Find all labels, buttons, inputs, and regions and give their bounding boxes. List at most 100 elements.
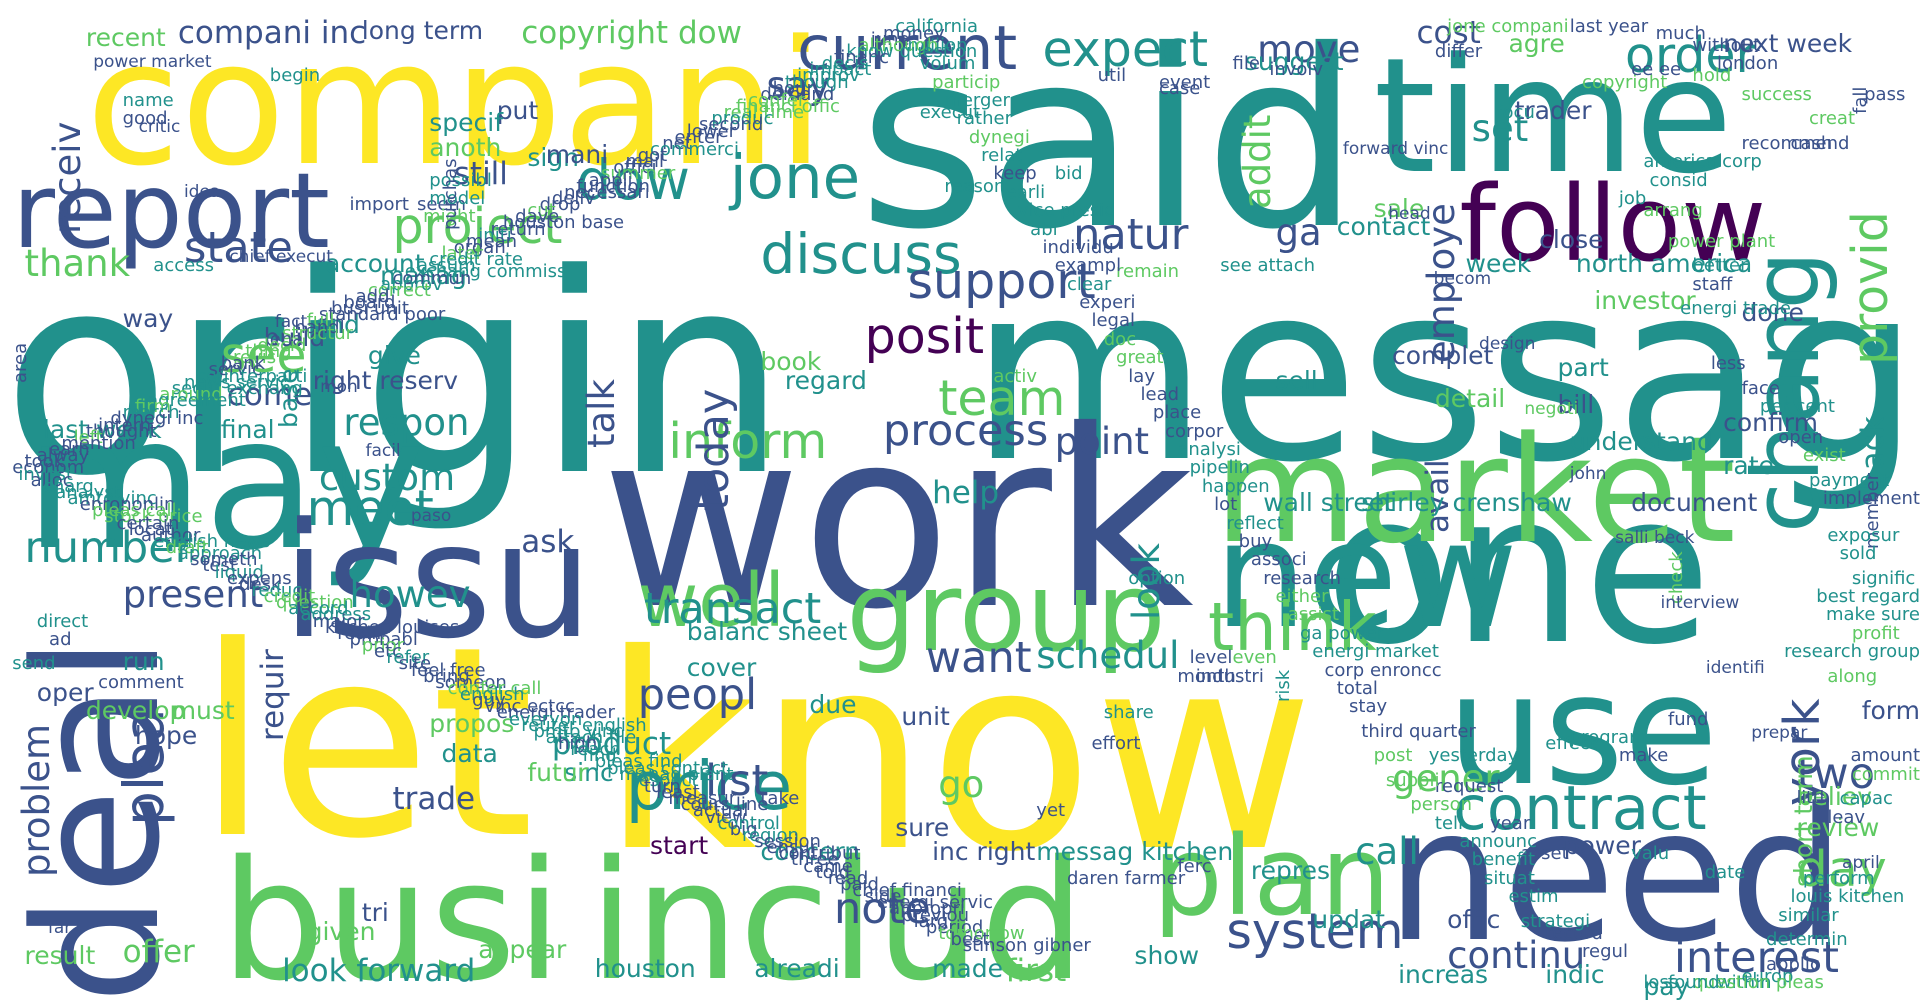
word-individu: individu xyxy=(1042,236,1114,258)
word-week: week xyxy=(1465,249,1532,279)
word-someth: someth xyxy=(190,549,258,571)
word-indic: indic xyxy=(1545,959,1605,989)
word-month: month xyxy=(1177,665,1236,687)
word-associ: associ xyxy=(1250,549,1307,571)
word-activ: activ xyxy=(993,365,1038,387)
word-pleas-contact: pleas contact xyxy=(607,757,729,779)
word-effect: effect xyxy=(1545,733,1597,755)
word-john: john xyxy=(1569,463,1607,484)
word-intern: intern xyxy=(98,414,152,436)
word-around: around xyxy=(159,383,223,405)
word-probabl: probabl xyxy=(349,628,418,650)
word-ensur: ensur xyxy=(766,837,818,859)
word-financ: financ xyxy=(833,47,890,68)
word-messag: messag xyxy=(969,231,1920,517)
word-thing: thing xyxy=(245,341,292,363)
word-handl: handl xyxy=(294,316,345,338)
word-revis: revis xyxy=(233,347,277,369)
word-invest: invest xyxy=(18,463,73,485)
word-bring: bring xyxy=(423,665,470,687)
word-reflect: reflect xyxy=(1226,512,1284,534)
word-vice-presid: vice presid xyxy=(1017,200,1116,222)
word-loss: loss xyxy=(1643,971,1679,993)
word-contact: contact xyxy=(1336,212,1431,242)
word-move: move xyxy=(1257,27,1361,71)
word-made: made xyxy=(932,953,1003,983)
word-analysi: analysi xyxy=(1177,439,1241,461)
word-must: must xyxy=(171,696,235,726)
word-improv: improv xyxy=(797,65,860,87)
word-two: two xyxy=(1796,749,1876,800)
word-cover: cover xyxy=(686,653,757,683)
word-done: done xyxy=(1741,298,1804,328)
word-offici: offici xyxy=(613,157,657,179)
word-structur: structur xyxy=(282,322,354,344)
word-cash: cash xyxy=(1790,132,1833,154)
word-think: think xyxy=(1208,588,1377,667)
word-risk: risk xyxy=(1273,669,1295,702)
word-reuter-english: reuter english xyxy=(521,714,647,736)
word-respect: respect xyxy=(631,769,699,791)
word-initi: initi xyxy=(478,224,512,246)
word-english-news: english news xyxy=(153,530,271,552)
word-want: want xyxy=(925,633,1032,684)
word-author: author xyxy=(141,524,201,546)
word-jone: jone xyxy=(729,142,861,213)
word-alloc: alloc xyxy=(30,469,73,491)
word-take: take xyxy=(760,788,800,810)
word-jone-compani: jone compani xyxy=(1447,16,1569,38)
word-inform: inform xyxy=(668,412,828,470)
word-impact: impact xyxy=(809,59,872,81)
word-result: result xyxy=(24,941,96,971)
word-larg: larg xyxy=(913,910,949,932)
word-account: account xyxy=(324,249,425,279)
word-still: still xyxy=(453,156,508,193)
word-success: success xyxy=(1741,83,1812,105)
word-particip: particip xyxy=(932,71,1001,93)
word-talk: talk xyxy=(579,379,623,449)
word-report: report xyxy=(12,150,330,273)
word-make: make xyxy=(1618,745,1669,767)
word-stinson-gibner: stinson gibner xyxy=(962,935,1091,957)
word-earn: earn xyxy=(49,439,90,461)
word-pmto-vinc: pmto vinc xyxy=(533,720,624,742)
word-energi-trade: energi trade xyxy=(1680,298,1791,320)
word-analyst: analyst xyxy=(55,481,121,503)
word-date: date xyxy=(1704,861,1746,883)
word-louis-kitchen: louis kitchen xyxy=(1790,886,1905,908)
word-becom: becom xyxy=(1433,268,1492,289)
word-decis: decis xyxy=(821,53,869,75)
word-case: case xyxy=(1158,77,1201,99)
word-consid: consid xyxy=(1649,169,1708,191)
word-pleas-find: pleas find xyxy=(594,751,683,773)
word-differ: differ xyxy=(1434,40,1483,62)
word-net: net xyxy=(662,132,692,154)
word-previou: previou xyxy=(901,904,969,926)
word-inc-right: inc right xyxy=(932,837,1036,867)
word-california: california xyxy=(895,16,979,38)
word-big: big xyxy=(729,818,758,840)
word-agreement: agreement xyxy=(147,390,246,412)
word-appear: appear xyxy=(478,935,567,965)
word-start: start xyxy=(649,831,709,861)
word-group: group xyxy=(846,548,1166,677)
word-sign: sign xyxy=(527,142,580,172)
word-turn: turn xyxy=(643,775,681,797)
word-build: build xyxy=(263,322,326,352)
word-time: time xyxy=(1373,23,1733,209)
word-come: come xyxy=(226,376,313,413)
word-industri: industri xyxy=(1195,665,1264,687)
word-got: got xyxy=(637,145,668,166)
word-requir: requir xyxy=(254,649,291,742)
word-develop: develop xyxy=(85,696,186,726)
word-transact: transact xyxy=(643,584,822,635)
word-locat: locat xyxy=(128,518,173,540)
word-work: work xyxy=(600,378,1194,664)
word-order: order xyxy=(1624,26,1756,84)
word-drop: drop xyxy=(539,194,581,215)
word-credit: credit xyxy=(263,586,316,608)
word-alway: alway xyxy=(36,445,90,467)
word-three: three xyxy=(791,849,839,871)
word-review: review xyxy=(1796,812,1880,842)
word-view: view xyxy=(705,806,747,828)
